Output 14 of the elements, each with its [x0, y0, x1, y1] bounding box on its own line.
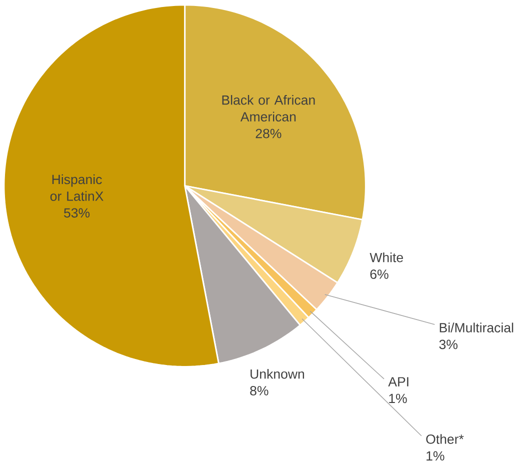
slice-label: API — [388, 377, 408, 386]
data-label: 53% — [64, 208, 90, 218]
data-label: 6% — [370, 270, 388, 279]
data-label: 1% — [389, 394, 407, 404]
slice-label: Black or African American — [222, 95, 315, 122]
slice-label: Bi/Multiracial — [440, 322, 514, 332]
slice-label: Other* — [426, 434, 464, 444]
slice-label: Unknown — [250, 368, 304, 379]
slice-label: Hispanic or LatinX — [50, 174, 104, 201]
data-label: 3% — [439, 340, 458, 350]
data-label: 1% — [426, 451, 444, 461]
data-label: 8% — [250, 386, 268, 396]
data-label: 28% — [256, 128, 282, 138]
slice-label: White — [370, 252, 403, 262]
